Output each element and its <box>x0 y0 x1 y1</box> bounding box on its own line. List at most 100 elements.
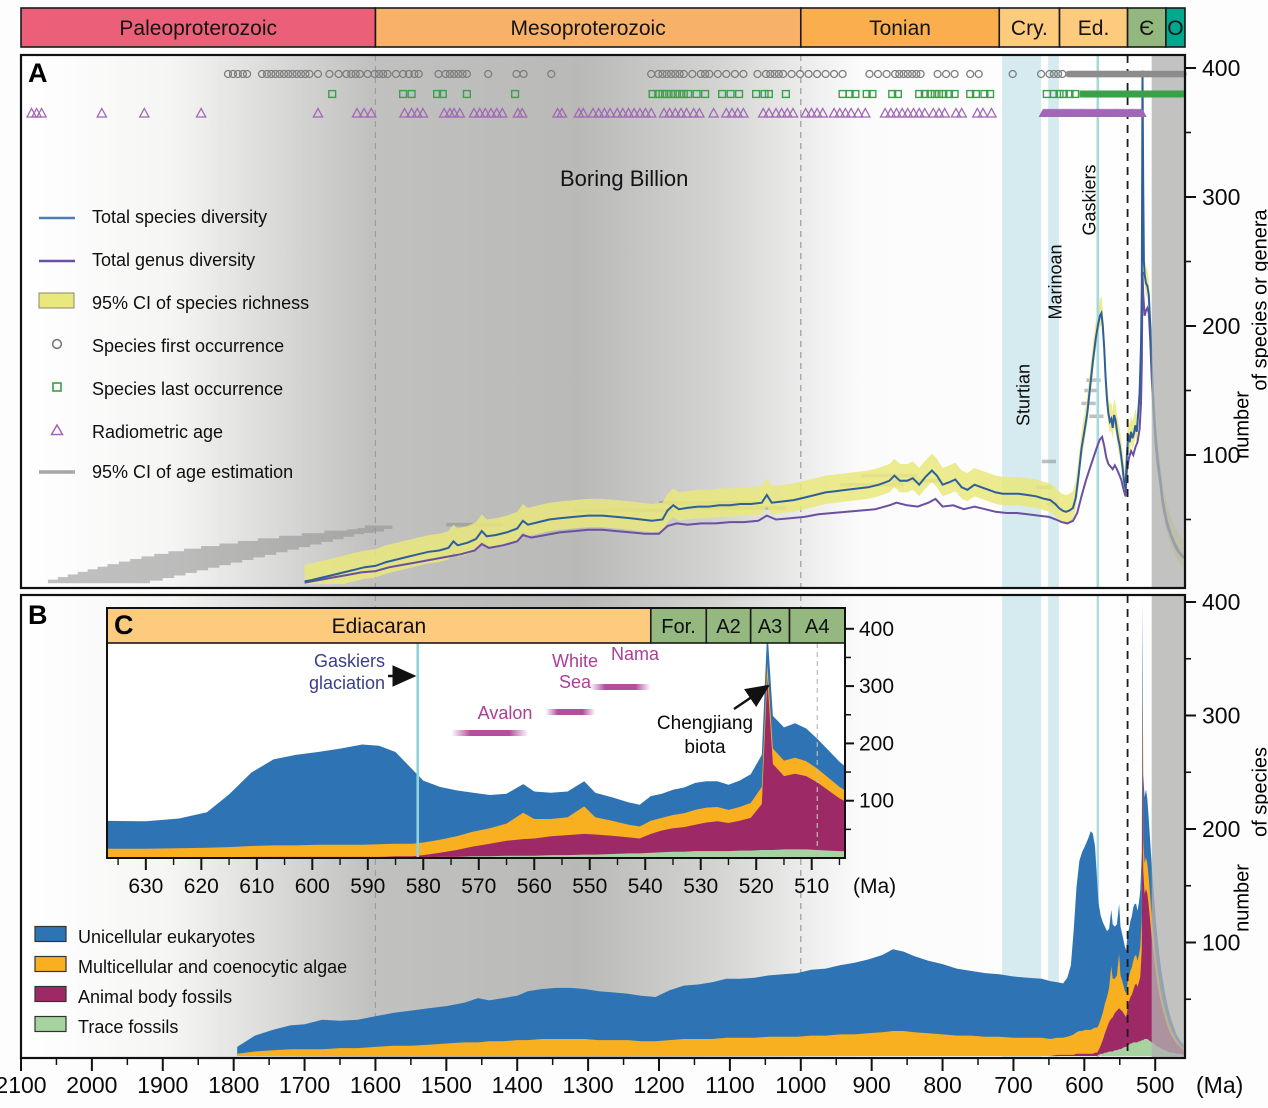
x-tick-label: 700 <box>994 1072 1032 1098</box>
animal-body-swatch <box>34 985 68 1009</box>
legend-item-animal-body: Animal body fossils <box>34 982 347 1012</box>
chrono-segment-label: Є <box>1139 17 1154 40</box>
legend-label: Multicellular and coenocytic algae <box>78 956 348 977</box>
phanerozoic-gray-zone <box>1151 56 1184 587</box>
y-tick-label: 400 <box>1202 589 1240 615</box>
legend-label: 95% CI of age estimation <box>92 461 294 482</box>
inset-x-tick-label: 610 <box>239 875 274 898</box>
x-tick-label: 800 <box>923 1072 961 1098</box>
x-tick-label: 1900 <box>137 1072 188 1098</box>
inset-stage-label: A2 <box>716 616 740 638</box>
panel-b-letter: B <box>28 600 48 630</box>
marinoan-band <box>1048 595 1059 1058</box>
x-tick-label: 1300 <box>563 1072 614 1098</box>
inset-x-tick-label: 520 <box>739 875 774 898</box>
inset-x-tick-label: 540 <box>628 875 663 898</box>
radiometric-triangle-icon <box>38 423 76 442</box>
panel-b-ylabel-number: number <box>1231 864 1254 932</box>
gaskiers-label: Gaskiers <box>1079 164 1100 236</box>
panel-a-plot <box>47 56 1184 587</box>
inset-x-tick-label: 630 <box>128 875 163 898</box>
x-tick-label: 900 <box>852 1072 890 1098</box>
chrono-segment <box>1165 7 1186 48</box>
legend-item-radiometric-age: Radiometric age <box>38 411 309 454</box>
inset-x-axis-unit: (Ma) <box>853 875 896 898</box>
marinoan-band <box>1048 55 1059 588</box>
inset-x-tick-label: 560 <box>517 875 552 898</box>
chrono-segment <box>799 7 1001 48</box>
inset-x-tick-label: 510 <box>794 875 829 898</box>
chrono-segment-label: Mesoproterozoic <box>510 17 665 40</box>
inset-x-tick-label: 550 <box>572 875 607 898</box>
x-tick-label: 1800 <box>208 1072 259 1098</box>
inset-ediacaran-label: Ediacaran <box>332 615 427 638</box>
trace-fossils-swatch <box>34 1015 68 1039</box>
x-tick-label: 1200 <box>633 1072 684 1098</box>
inset-stage-label: A3 <box>758 616 782 638</box>
inset-x-tick-label: 530 <box>683 875 718 898</box>
legend-label: Species first occurrence <box>92 336 285 356</box>
inset-y-tick-label: 300 <box>859 675 894 698</box>
legend-label: Species last occurrence <box>92 379 284 399</box>
y-tick-label: 200 <box>1202 816 1240 842</box>
sturtian-band <box>1002 55 1042 588</box>
legend-item-algae: Multicellular and coenocytic algae <box>34 952 347 982</box>
panel-b-y-axis: 400 300 200 100 <box>1185 589 1240 1001</box>
x-tick-label: 500 <box>1136 1072 1174 1098</box>
panel-a-ylabel-number: number <box>1231 391 1254 459</box>
algae-swatch <box>34 955 68 979</box>
y-tick-label: 100 <box>1202 930 1240 956</box>
white-sea-range-bar <box>545 709 596 715</box>
gaskiers-glaciation-line2: glaciation <box>308 673 385 693</box>
white-sea-line2: Sea <box>558 672 592 692</box>
chengjiang-line2: biota <box>684 737 726 758</box>
avalon-range-bar <box>451 730 529 736</box>
legend-label: Animal body fossils <box>78 986 233 1007</box>
panel-a-ylabel-rest: of species or genera <box>1249 209 1268 391</box>
inset-x-tick-label: 590 <box>350 875 385 898</box>
nama-label: Nama <box>610 644 659 664</box>
boring-billion-label: Boring Billion <box>560 166 689 191</box>
inset-x-tick-label: 620 <box>184 875 219 898</box>
chrono-segment-label: O <box>1167 17 1183 40</box>
legend-item-genus-diversity: Total genus diversity <box>38 239 309 282</box>
last-occurrence-square-icon <box>38 380 76 399</box>
inset-c: For. A2 A3 A4 Ediacaran 630 620 610 600 590 580 570… <box>106 607 896 898</box>
genus-diversity-curve <box>304 271 1184 584</box>
species-last-occurrence-markers <box>328 89 1185 99</box>
y-tick-label: 100 <box>1202 442 1240 468</box>
nama-range-bar <box>589 684 651 690</box>
panel-a-y-axis: 400 300 200 100 <box>1185 55 1240 521</box>
gaskiers-glaciation-line1: Gaskiers <box>313 651 385 671</box>
panel-b-ylabel-rest: of species <box>1249 746 1268 838</box>
inset-stage-label: A4 <box>805 616 829 638</box>
chrono-segment-label: Paleoproterozoic <box>119 17 277 40</box>
white-sea-label: White Sea <box>540 651 610 693</box>
inset-y-tick-label: 200 <box>859 732 894 755</box>
white-sea-line1: White <box>551 651 598 671</box>
species-line-swatch <box>38 209 76 227</box>
legend-label: Unicellular eukaryotes <box>78 926 256 947</box>
unicellular-swatch <box>34 925 68 949</box>
inset-ediacaran-segment <box>106 607 652 644</box>
inset-x-tick-label: 570 <box>461 875 496 898</box>
y-tick-label: 300 <box>1202 184 1240 210</box>
panel-b-legend: Unicellular eukaryotes Multicellular and… <box>34 922 347 1042</box>
inset-stage-label: For. <box>661 616 695 638</box>
chrono-segment-label: Ed. <box>1078 17 1110 40</box>
legend-label: Total genus diversity <box>92 250 256 270</box>
x-tick-label: 1100 <box>705 1072 754 1098</box>
chengjiang-biota-label: Chengjiang biota <box>630 712 780 760</box>
legend-item-unicellular: Unicellular eukaryotes <box>34 922 347 952</box>
x-tick-label: 2100 <box>0 1072 47 1098</box>
legend-label: 95% CI of species richness <box>92 293 310 313</box>
panel-a: 400 300 200 100 <box>19 53 1240 590</box>
x-axis-unit: (Ma) <box>1196 1072 1243 1098</box>
legend-item-ci-richness: 95% CI of species richness <box>38 282 309 325</box>
x-tick-label: 1700 <box>279 1072 330 1098</box>
x-tick-label: 1400 <box>492 1072 543 1098</box>
marinoan-label: Marinoan <box>1045 244 1066 320</box>
chrono-bar: Paleoproterozoic Mesoproterozoic Tonian Cry… <box>20 7 1186 48</box>
panel-a-letter: A <box>28 58 48 88</box>
